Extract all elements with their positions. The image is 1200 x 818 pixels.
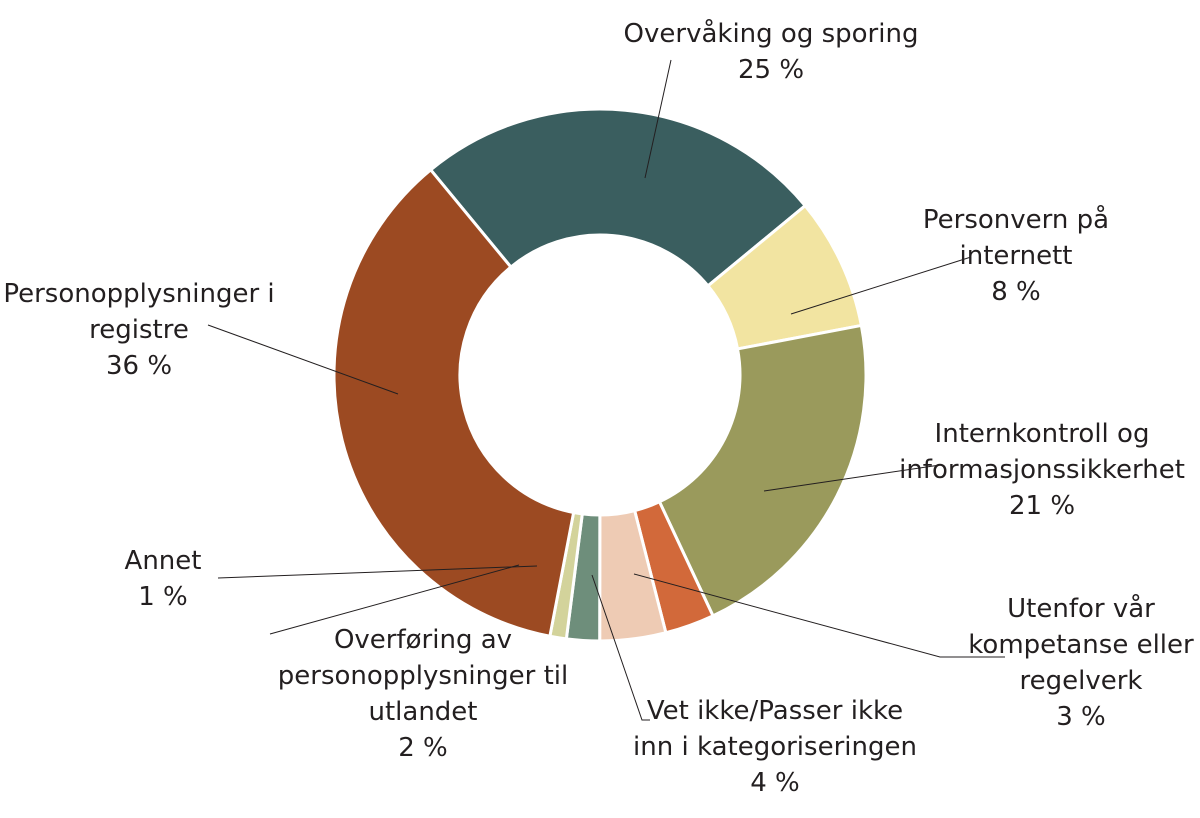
slice-category-label: Personvern på — [923, 204, 1109, 235]
slice-category-label: Annet — [125, 546, 202, 576]
slice-value-label: 2 % — [398, 733, 448, 763]
slice-label-7: Annet 1 % — [125, 546, 202, 612]
slice-category-label: internett — [960, 241, 1073, 271]
slice-category-label: regelverk — [1020, 666, 1143, 696]
slice-category-label: Vet ikke/Passer ikke — [647, 696, 903, 726]
slice-value-label: 3 % — [1056, 702, 1106, 732]
slice-8 — [332, 167, 576, 638]
slice-category-label: Internkontroll og — [935, 419, 1150, 449]
slice-label-4: Utenfor vår kompetanse eller regelverk 3 % — [968, 593, 1194, 732]
slice-category-label: Utenfor vår — [1007, 593, 1155, 624]
slice-category-label: Personopplysninger i — [3, 279, 274, 309]
slice-category-label: registre — [89, 315, 189, 345]
leader-line-3 — [763, 464, 941, 492]
slice-category-label: utlandet — [368, 697, 477, 727]
slice-value-label: 8 % — [991, 277, 1041, 307]
slice-category-label: personopplysninger til — [278, 661, 568, 691]
slice-value-label: 21 % — [1009, 491, 1075, 521]
leader-lines — [207, 59, 1005, 721]
slice-label-8: Personopplysninger i registre 36 % — [3, 279, 274, 381]
leader-line-7 — [217, 565, 538, 579]
slice-value-label: 1 % — [138, 582, 188, 612]
slice-label-1: Overvåking og sporing 25 % — [624, 18, 919, 85]
leader-line-1 — [644, 59, 672, 179]
leader-line-5 — [591, 574, 650, 721]
slice-category-label: informasjonssikkerhet — [899, 455, 1185, 485]
slice-category-label: Overføring av — [334, 625, 512, 655]
slice-labels: Overvåking og sporing 25 % Personvern på in… — [3, 18, 1194, 798]
slice-value-label: 25 % — [738, 55, 804, 85]
slice-3 — [657, 323, 868, 618]
slice-value-label: 4 % — [750, 768, 800, 798]
slice-category-label: kompetanse eller — [968, 630, 1194, 660]
slice-1 — [428, 107, 808, 288]
slice-label-2: Personvern på internett 8 % — [923, 204, 1109, 307]
leader-line-4 — [633, 573, 1005, 658]
slice-label-3: Internkontroll og informasjonssikkerhet 21… — [899, 419, 1185, 521]
slice-label-5: Vet ikke/Passer ikke inn i kategorisering… — [633, 696, 917, 798]
leader-line-6 — [269, 564, 520, 635]
leader-line-8 — [207, 324, 399, 395]
leader-line-2 — [790, 256, 972, 315]
slice-value-label: 36 % — [106, 351, 172, 381]
slice-label-6: Overføring av personopplysninger til utlan… — [278, 625, 568, 763]
chart-slices — [332, 107, 868, 643]
slice-category-label: inn i kategoriseringen — [633, 732, 917, 762]
slice-category-label: Overvåking og sporing — [624, 18, 919, 49]
